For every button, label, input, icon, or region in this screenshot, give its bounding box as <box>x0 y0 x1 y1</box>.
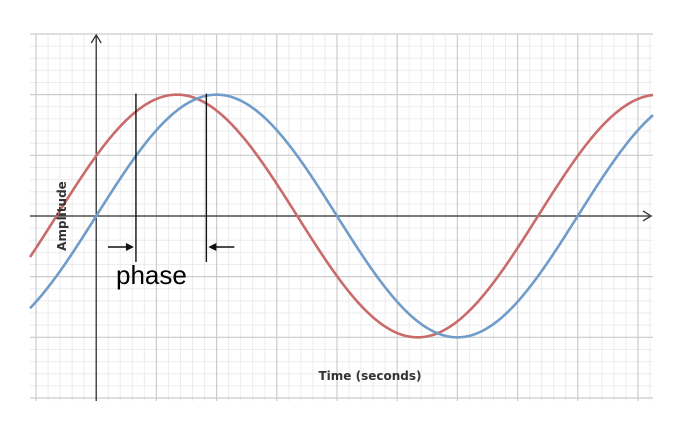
y-axis-label: Amplitude <box>55 181 69 251</box>
minor-gridlines <box>30 34 653 401</box>
phase-arrowhead-right <box>208 243 217 251</box>
phase-annotation: phase <box>116 260 187 290</box>
series-line-2 <box>29 93 654 339</box>
phase-arrowhead-left <box>125 243 134 251</box>
phase-markers <box>107 93 235 262</box>
x-axis-label: Time (seconds) <box>318 369 421 383</box>
series-line-1 <box>28 93 654 339</box>
axes <box>30 33 653 401</box>
series-layer <box>28 93 654 339</box>
x-axis-arrow <box>642 210 653 222</box>
y-axis-arrow <box>90 33 102 44</box>
major-gridlines <box>30 33 653 401</box>
